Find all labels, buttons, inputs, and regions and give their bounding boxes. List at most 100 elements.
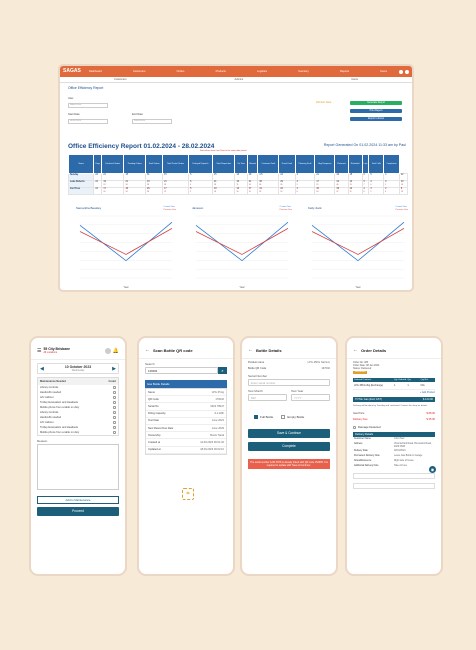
end-date-input[interactable]: 28/02/2024 [132, 119, 172, 124]
search-input[interactable]: 138484 [145, 367, 218, 374]
note-input[interactable] [353, 482, 435, 489]
cell-last-year: 4 [190, 183, 192, 186]
nav-item[interactable]: Logistics [256, 70, 268, 73]
cell-value: 15 [349, 174, 353, 176]
item-checkbox[interactable] [113, 411, 116, 414]
complete-button[interactable]: Complete [248, 442, 330, 451]
item-label: Mobile phone from a table on duty [40, 431, 80, 434]
refresh-link[interactable]: Refresh Data [316, 101, 332, 104]
cell-value: 10 [400, 181, 404, 183]
reason-textarea[interactable] [37, 444, 119, 490]
camera-icon[interactable]: ◉ [429, 466, 436, 473]
avatar[interactable] [405, 69, 409, 74]
next-date-icon[interactable]: ▶ [112, 365, 116, 372]
print-report-button[interactable]: Print Report [350, 109, 402, 113]
table-cell: 16 18 [314, 187, 336, 195]
item-checkbox[interactable] [113, 431, 116, 434]
add-maintenance-button[interactable]: Add to Maintenance [37, 496, 119, 504]
current-date: 10 October 2023 [64, 365, 92, 369]
prev-date-icon[interactable]: ◀ [40, 365, 44, 372]
serial-input[interactable]: Enter serial number [248, 379, 330, 386]
full-bottle-option[interactable]: Full Bottle [254, 415, 273, 419]
table-row: Luke Roberts 24 19 23 21 18 33 28 21 18 6 4 21 18 16 11… [67, 180, 409, 188]
item-label: Mobile phone from a table on duty [40, 406, 80, 409]
item-checkbox[interactable] [113, 391, 116, 394]
item-checkbox[interactable] [113, 406, 116, 409]
list-item[interactable]: A/C cabinet [38, 395, 118, 400]
list-item[interactable]: Mobile phone from a table on duty [38, 405, 118, 410]
cell-value: 6 [363, 174, 365, 176]
avatar[interactable] [104, 347, 111, 354]
item-label: Handcuffs needed [40, 416, 62, 419]
notification-icon[interactable] [399, 69, 403, 74]
table-header: Driver Fault [278, 154, 296, 174]
start-date-input[interactable]: 01/02/2024 [68, 119, 108, 124]
damage-checkbox[interactable]: Damage Detected [353, 425, 435, 429]
nav-item[interactable]: Reports [339, 70, 350, 73]
nav-item[interactable]: Customers [132, 70, 146, 73]
list-item[interactable]: Trolley Evacuation and Headsets [38, 400, 118, 405]
cell-last-year: 14 [125, 190, 128, 193]
cell-value: 16 [236, 181, 240, 183]
item-checkbox[interactable] [113, 401, 116, 404]
delivery-value: 02/10/2023 [394, 450, 406, 453]
item-checkbox[interactable] [113, 421, 116, 424]
list-item[interactable]: Trolley Evacuation and Headsets [38, 425, 118, 430]
item-checkbox[interactable] [113, 426, 116, 429]
cell-value: 21 [316, 174, 319, 176]
qr-value: 167002 [321, 366, 330, 370]
list-item[interactable]: A/C cabinet [38, 420, 118, 425]
table-cell: 15 [162, 173, 190, 181]
table-cell: 38 36 [257, 180, 280, 188]
item-checkbox[interactable] [113, 416, 116, 419]
subnav-item[interactable]: Customers [114, 78, 127, 81]
app-logo: SAGAS [63, 68, 81, 74]
nav-item[interactable]: Users [380, 70, 387, 73]
user-select[interactable]: Select User [68, 103, 108, 108]
item-label: Trolley Evacuation and Headsets [40, 401, 78, 404]
search-icon[interactable]: ⌕ [218, 367, 227, 374]
item-checkbox[interactable] [113, 396, 116, 399]
back-icon[interactable]: ← [248, 347, 253, 353]
test-month-input[interactable]: MM [248, 394, 287, 401]
export-excel-button[interactable]: Export to Excel [350, 117, 402, 121]
empty-bottle-option[interactable]: Empty Bottle [281, 415, 304, 419]
list-item[interactable]: Mobile phone from a table on duty [38, 430, 118, 435]
nav-item[interactable]: Dashboard [89, 70, 102, 73]
back-icon[interactable]: ← [353, 347, 358, 353]
list-item[interactable]: Library Controls [38, 385, 118, 390]
list-item[interactable]: Library Controls [38, 410, 118, 415]
generate-report-button[interactable]: Generate Report [350, 101, 402, 105]
detail-label: Filling Capacity [148, 412, 166, 416]
proceed-button[interactable]: Proceed [37, 507, 119, 516]
series-line [195, 221, 289, 262]
list-item[interactable]: Handcuffs needed [38, 415, 118, 420]
cell-value: 4 [370, 181, 372, 183]
list-item[interactable]: Handcuffs needed [38, 390, 118, 395]
cell-last-year: 6 [296, 190, 298, 193]
test-year-input[interactable]: YYYY [291, 394, 330, 401]
cell-value: 22 [280, 188, 283, 190]
table-cell: 15 [347, 173, 363, 181]
save-continue-button[interactable]: Save & Continue [248, 429, 330, 438]
add-product-link[interactable]: + Add Product [419, 391, 435, 394]
qr-scan-icon[interactable]: ⌗ [182, 488, 194, 500]
legend-previous: Previous Year [279, 209, 292, 211]
menu-icon[interactable]: ☰ [37, 347, 42, 354]
cell-value: 33 [147, 181, 150, 183]
cell-value: 5 [190, 174, 192, 176]
subnav-item[interactable]: Users [351, 78, 358, 81]
bell-icon[interactable]: 🔔 [112, 347, 119, 354]
note-input[interactable] [353, 472, 435, 479]
cell-last-year: 26 [280, 183, 283, 186]
back-icon[interactable]: ← [145, 347, 150, 353]
table-cell: 21 18 [123, 180, 147, 188]
nav-item[interactable]: Inventory [298, 70, 309, 73]
subnav-item[interactable]: Admins [234, 78, 244, 81]
item-checkbox[interactable] [113, 386, 116, 389]
nav-item[interactable]: Orders [176, 70, 185, 73]
nav-item[interactable]: Products [215, 70, 226, 73]
cell-last-year: 28 [147, 183, 150, 186]
cell-value: 18 [248, 174, 252, 176]
